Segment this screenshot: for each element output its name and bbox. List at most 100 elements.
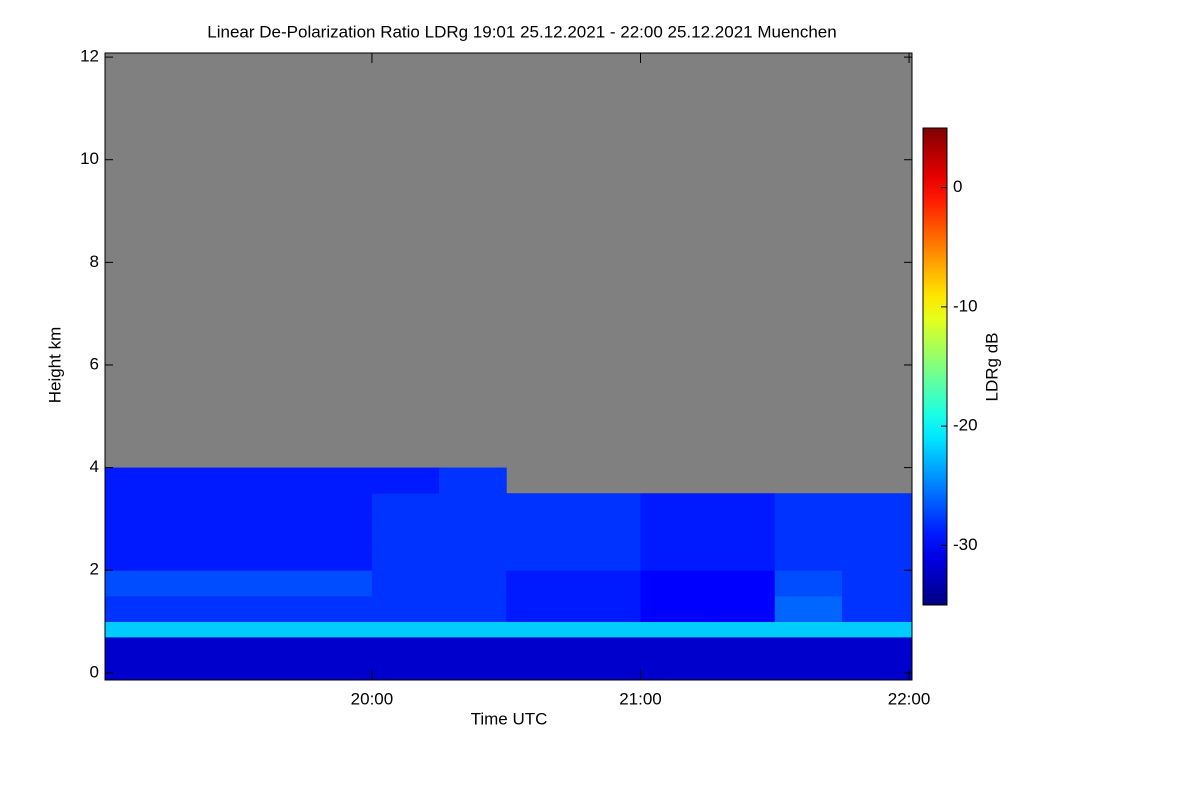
- heat-cell: [439, 467, 507, 494]
- y-tick-label: 4: [90, 457, 99, 476]
- heat-cell: [573, 570, 641, 597]
- heat-cell: [841, 621, 913, 638]
- heat-cell: [640, 636, 709, 681]
- heat-cell: [105, 493, 172, 520]
- heat-cell: [506, 636, 574, 681]
- heat-cell: [304, 544, 373, 571]
- heat-cell: [439, 621, 507, 638]
- colorbar: [922, 127, 948, 606]
- heat-cell: [237, 518, 306, 546]
- heat-cell: [170, 467, 239, 494]
- heat-cell: [841, 493, 913, 520]
- heat-cell: [506, 544, 574, 571]
- heat-cell: [439, 493, 507, 520]
- heat-cell: [371, 636, 440, 681]
- y-axis-label: Height km: [45, 327, 64, 404]
- heat-cell: [573, 621, 641, 638]
- heat-cell: [170, 636, 239, 681]
- heat-cell: [841, 570, 913, 597]
- heat-cell: [707, 570, 776, 597]
- heat-cell: [506, 595, 574, 623]
- heat-cell: [774, 595, 843, 623]
- y-tick-label: 10: [80, 149, 99, 168]
- y-tick-label: 8: [90, 252, 99, 271]
- heat-cell: [573, 636, 641, 681]
- heat-cell: [170, 544, 239, 571]
- heat-cell: [774, 518, 843, 546]
- heat-cell: [105, 636, 172, 681]
- x-tick-label: 20:00: [351, 689, 394, 708]
- colorbar-tick-label: -30: [953, 535, 978, 554]
- heat-cell: [371, 570, 440, 597]
- chart-title: Linear De-Polarization Ratio LDRg 19:01 …: [207, 22, 836, 41]
- x-axis-label: Time UTC: [471, 709, 548, 728]
- colorbar-tick-label: -20: [953, 416, 978, 435]
- heat-cell: [640, 570, 709, 597]
- heat-cell: [371, 544, 440, 571]
- heat-cell: [105, 518, 172, 546]
- heat-cell: [774, 544, 843, 571]
- heat-cell: [707, 544, 776, 571]
- colorbar-label: LDRg dB: [982, 333, 1001, 402]
- heat-cell: [304, 570, 373, 597]
- y-tick-label: 6: [90, 354, 99, 373]
- heat-cell: [841, 518, 913, 546]
- heat-cell: [237, 595, 306, 623]
- colorbar-tick-label: -10: [953, 296, 978, 315]
- heat-cell: [304, 467, 373, 494]
- heat-cell: [640, 518, 709, 546]
- heat-cell: [506, 493, 574, 520]
- heat-cell: [774, 493, 843, 520]
- heat-cell: [439, 570, 507, 597]
- heat-cell: [170, 570, 239, 597]
- heat-cell: [170, 621, 239, 638]
- heat-cell: [439, 595, 507, 623]
- heat-cell: [841, 636, 913, 681]
- heat-cell: [105, 595, 172, 623]
- heat-cell: [841, 544, 913, 571]
- heat-cell: [439, 518, 507, 546]
- heat-cell: [439, 544, 507, 571]
- heat-cell: [640, 493, 709, 520]
- heat-cell: [237, 467, 306, 494]
- heat-cell: [707, 621, 776, 638]
- y-tick-label: 12: [80, 47, 99, 66]
- heat-cell: [774, 570, 843, 597]
- heat-cell: [506, 621, 574, 638]
- heat-cell: [105, 621, 172, 638]
- heat-cell: [640, 544, 709, 571]
- heat-cell: [640, 595, 709, 623]
- heat-cell: [304, 636, 373, 681]
- heat-cell: [304, 595, 373, 623]
- y-tick-label: 0: [90, 662, 99, 681]
- heat-cell: [707, 518, 776, 546]
- heat-cell: [371, 493, 440, 520]
- heat-cell: [304, 518, 373, 546]
- heat-cell: [170, 595, 239, 623]
- heat-cell: [170, 493, 239, 520]
- heat-cell: [506, 518, 574, 546]
- heat-cell: [371, 518, 440, 546]
- heat-cell: [573, 493, 641, 520]
- heat-cell: [707, 595, 776, 623]
- heat-cell: [105, 570, 172, 597]
- heat-cell: [573, 544, 641, 571]
- heat-cell: [237, 544, 306, 571]
- heat-cell: [105, 467, 172, 494]
- heat-cell: [304, 621, 373, 638]
- heat-cell: [170, 518, 239, 546]
- x-tick-label: 21:00: [619, 689, 662, 708]
- heat-cell: [371, 595, 440, 623]
- heat-cell: [105, 544, 172, 571]
- x-tick-label: 22:00: [888, 689, 931, 708]
- heat-cell: [439, 636, 507, 681]
- heat-cell: [506, 570, 574, 597]
- y-tick-label: 2: [90, 560, 99, 579]
- plot-frame: [104, 52, 913, 681]
- heat-cell: [707, 493, 776, 520]
- heat-cell: [304, 493, 373, 520]
- heat-cell: [640, 621, 709, 638]
- heat-cell: [237, 493, 306, 520]
- heat-cell: [841, 595, 913, 623]
- heat-cell: [573, 518, 641, 546]
